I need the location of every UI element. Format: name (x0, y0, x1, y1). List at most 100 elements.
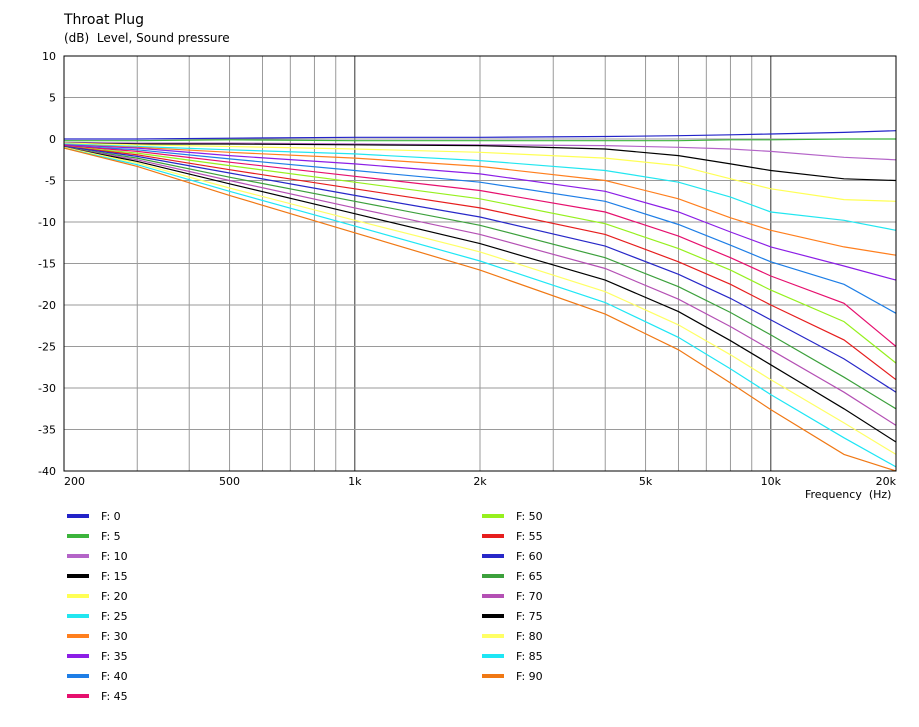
y-tick-label: -35 (38, 424, 56, 437)
legend-item: F: 30 (67, 628, 128, 644)
legend-item: F: 5 (67, 528, 121, 544)
legend-item: F: 20 (67, 588, 128, 604)
y-axis-label: (dB) Level, Sound pressure (64, 31, 230, 45)
legend-label: F: 10 (101, 549, 128, 563)
legend-item: F: 90 (482, 668, 543, 684)
legend-item: F: 25 (67, 608, 128, 624)
series-line (63, 147, 897, 468)
legend-label: F: 75 (516, 609, 543, 623)
y-tick-label: -40 (38, 465, 56, 478)
x-tick-label: 1k (348, 475, 362, 488)
legend-swatch (482, 594, 504, 598)
legend-label: F: 35 (101, 649, 128, 663)
series-line (63, 146, 897, 426)
legend-label: F: 85 (516, 649, 543, 663)
y-tick-label: -30 (38, 382, 56, 395)
legend-label: F: 80 (516, 629, 543, 643)
legend-label: F: 30 (101, 629, 128, 643)
y-tick-label: -15 (38, 258, 56, 271)
legend-swatch (67, 614, 89, 618)
legend-item: F: 15 (67, 568, 128, 584)
series-line (63, 141, 897, 161)
legend-label: F: 45 (101, 689, 128, 703)
series-line (63, 146, 897, 455)
legend-swatch (67, 574, 89, 578)
legend-swatch (67, 514, 89, 518)
legend-swatch (67, 634, 89, 638)
legend-item: F: 75 (482, 608, 543, 624)
legend-swatch (67, 654, 89, 658)
legend-item: F: 40 (67, 668, 128, 684)
legend-item: F: 85 (482, 648, 543, 664)
legend-swatch (482, 554, 504, 558)
series-line (63, 142, 897, 182)
legend-label: F: 25 (101, 609, 128, 623)
series-lines (63, 130, 897, 472)
y-tick-label: 10 (42, 50, 56, 63)
legend-label: F: 55 (516, 529, 543, 543)
legend-item: F: 80 (482, 628, 543, 644)
y-tick-label: -20 (38, 299, 56, 312)
y-tick-label: -10 (38, 216, 56, 229)
legend-swatch (482, 654, 504, 658)
legend-label: F: 40 (101, 669, 128, 683)
chart-title: Throat Plug (64, 12, 145, 28)
legend-item: F: 65 (482, 568, 543, 584)
legend-item: F: 35 (67, 648, 128, 664)
legend-label: F: 70 (516, 589, 543, 603)
legend-label: F: 0 (101, 509, 121, 523)
legend-label: F: 60 (516, 549, 543, 563)
legend-label: F: 90 (516, 669, 543, 683)
x-tick-label: 500 (219, 475, 240, 488)
y-tick-label: -25 (38, 341, 56, 354)
legend-swatch (482, 634, 504, 638)
legend-label: F: 65 (516, 569, 543, 583)
legend-item: F: 60 (482, 548, 543, 564)
series-line (63, 145, 897, 347)
y-tick-label: 0 (49, 133, 56, 146)
x-tick-label: 20k (876, 475, 897, 488)
legend-item: F: 70 (482, 588, 543, 604)
series-line (63, 146, 897, 443)
legend-item: F: 10 (67, 548, 128, 564)
series-line (64, 138, 896, 142)
legend-swatch (67, 694, 89, 698)
series-line (63, 147, 897, 472)
legend-label: F: 5 (101, 529, 121, 543)
legend-label: F: 20 (101, 589, 128, 603)
line-chart: 10 5 0 -5 -10 -15 -20 -25 -30 -35 -40 200 500 1k 2k 5k 1… (38, 50, 897, 488)
legend-swatch (67, 674, 89, 678)
y-tick-label: 5 (49, 92, 56, 105)
series-line (63, 145, 897, 364)
legend-swatch (482, 614, 504, 618)
grid (63, 55, 897, 472)
legend-item: F: 45 (67, 688, 128, 704)
plot-frame (63, 55, 897, 472)
series-line (63, 145, 897, 393)
series-line (63, 143, 897, 231)
legend-swatch (67, 534, 89, 538)
series-line (64, 130, 897, 140)
series-line (63, 142, 897, 202)
legend-item: F: 50 (482, 508, 543, 524)
legend-label: F: 50 (516, 509, 543, 523)
series-line (63, 144, 897, 256)
y-tick-label: -5 (45, 175, 56, 188)
legend-item: F: 0 (67, 508, 121, 524)
legend-label: F: 15 (101, 569, 128, 583)
legend-swatch (67, 594, 89, 598)
series-line (63, 145, 897, 381)
x-tick-label: 2k (473, 475, 487, 488)
series-line (63, 145, 897, 314)
x-tick-label: 5k (639, 475, 653, 488)
series-line (63, 144, 897, 281)
legend-swatch (482, 514, 504, 518)
series-line (63, 146, 897, 410)
legend-item: F: 55 (482, 528, 543, 544)
x-tick-label: 200 (64, 475, 85, 488)
tick-labels: 10 5 0 -5 -10 -15 -20 -25 -30 -35 -40 200 500 1k 2k 5k 1… (38, 50, 897, 488)
legend-swatch (67, 554, 89, 558)
legend-swatch (482, 674, 504, 678)
legend-swatch (482, 534, 504, 538)
x-axis-label: Frequency (Hz) (805, 488, 892, 501)
